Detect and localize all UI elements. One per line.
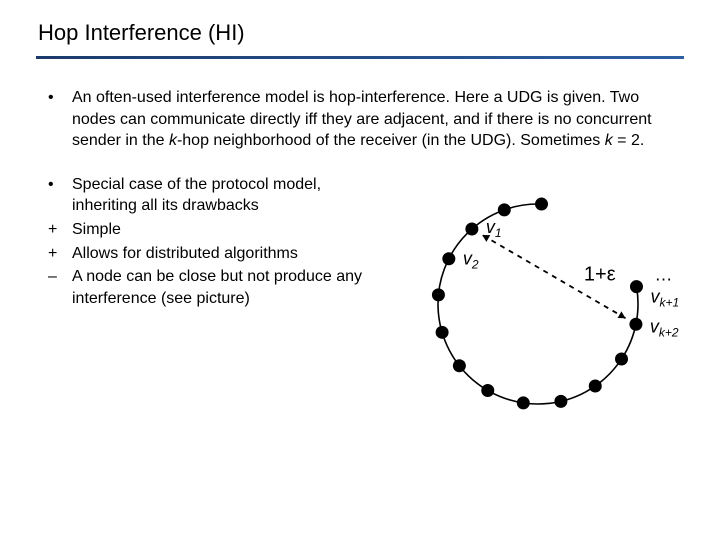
text-span: -hop neighborhood of the receiver (in th… xyxy=(177,132,605,149)
bullet-mark: – xyxy=(48,266,72,309)
svg-text:v1: v1 xyxy=(486,217,502,240)
bullet-3: + Simple xyxy=(48,219,388,241)
lower-bullets: • Special case of the protocol model, in… xyxy=(48,174,388,444)
title-divider xyxy=(36,56,684,59)
bullet-1: • An often-used interference model is ho… xyxy=(48,87,672,152)
bullet-mark: + xyxy=(48,219,72,241)
bullet-2: • Special case of the protocol model, in… xyxy=(48,174,388,217)
bullet-mark: • xyxy=(48,87,72,152)
ring-diagram: …vk+1 vk+2 v1 v2 1+ε xyxy=(398,174,698,444)
content-area: • An often-used interference model is ho… xyxy=(36,87,684,444)
italic-k: k xyxy=(169,132,177,149)
italic-k: k xyxy=(605,132,613,149)
bullet-mark: + xyxy=(48,243,72,265)
svg-text:vk+1: vk+1 xyxy=(650,286,679,309)
lower-row: • Special case of the protocol model, in… xyxy=(48,174,672,444)
bullet-5: – A node can be close but not produce an… xyxy=(48,266,388,309)
svg-text:v2: v2 xyxy=(463,249,479,272)
text-span: = 2. xyxy=(613,132,645,149)
bullet-4: + Allows for distributed algorithms xyxy=(48,243,388,265)
bullet-mark: • xyxy=(48,174,72,217)
bullet-text: Allows for distributed algorithms xyxy=(72,243,388,265)
svg-text:1+ε: 1+ε xyxy=(584,263,616,285)
bullet-text: Special case of the protocol model, inhe… xyxy=(72,174,388,217)
slide-title: Hop Interference (HI) xyxy=(36,20,684,46)
svg-text:…: … xyxy=(654,264,672,284)
ring-svg: …vk+1 vk+2 v1 v2 1+ε xyxy=(398,174,698,444)
bullet-text: A node can be close but not produce any … xyxy=(72,266,388,309)
svg-text:vk+2: vk+2 xyxy=(650,316,679,339)
bullet-text: An often-used interference model is hop-… xyxy=(72,87,672,152)
bullet-text: Simple xyxy=(72,219,388,241)
